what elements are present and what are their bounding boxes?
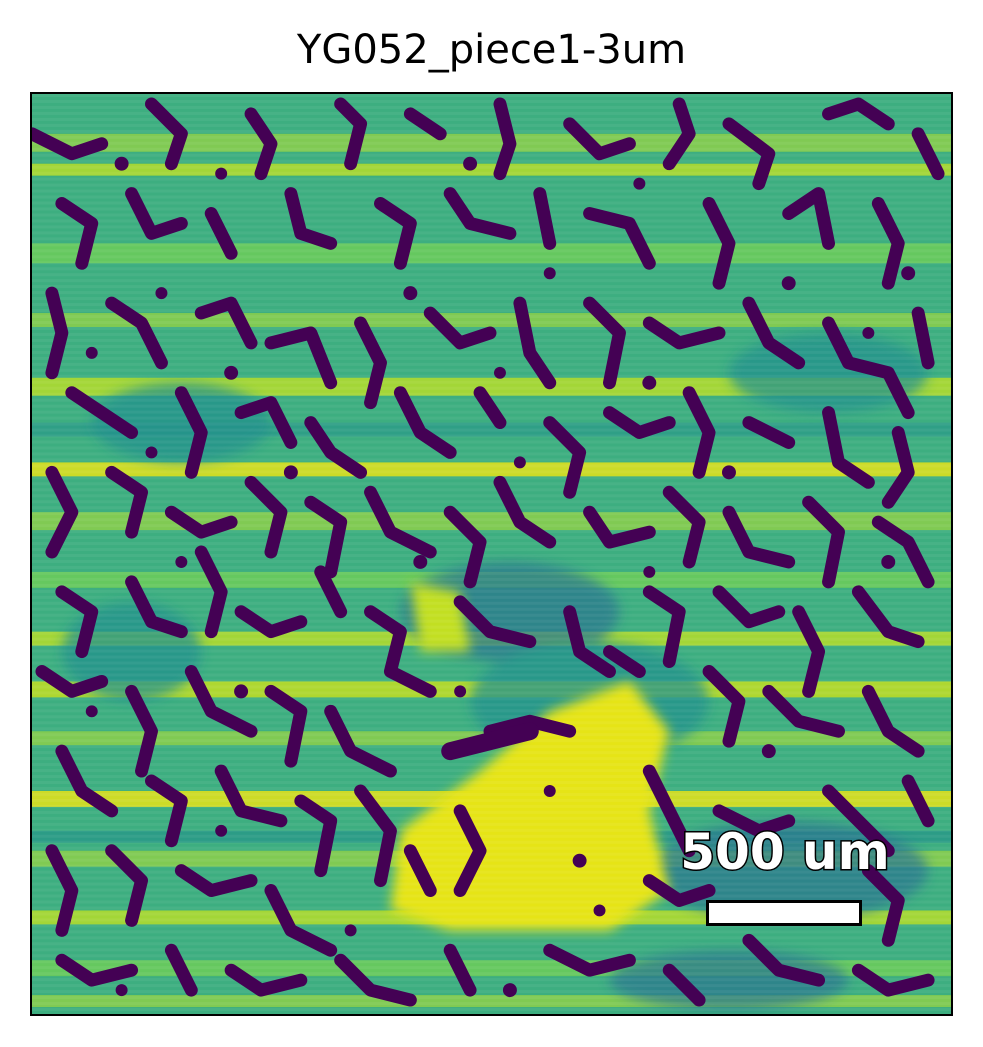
scale-bar <box>706 900 862 926</box>
micrograph-image <box>32 94 951 1014</box>
micrograph-frame <box>30 92 953 1016</box>
figure-title: YG052_piece1-3um <box>296 27 687 73</box>
dark-dots <box>85 156 916 998</box>
scale-bar-label: 500 um <box>679 822 891 883</box>
dark-domains <box>32 97 945 1007</box>
